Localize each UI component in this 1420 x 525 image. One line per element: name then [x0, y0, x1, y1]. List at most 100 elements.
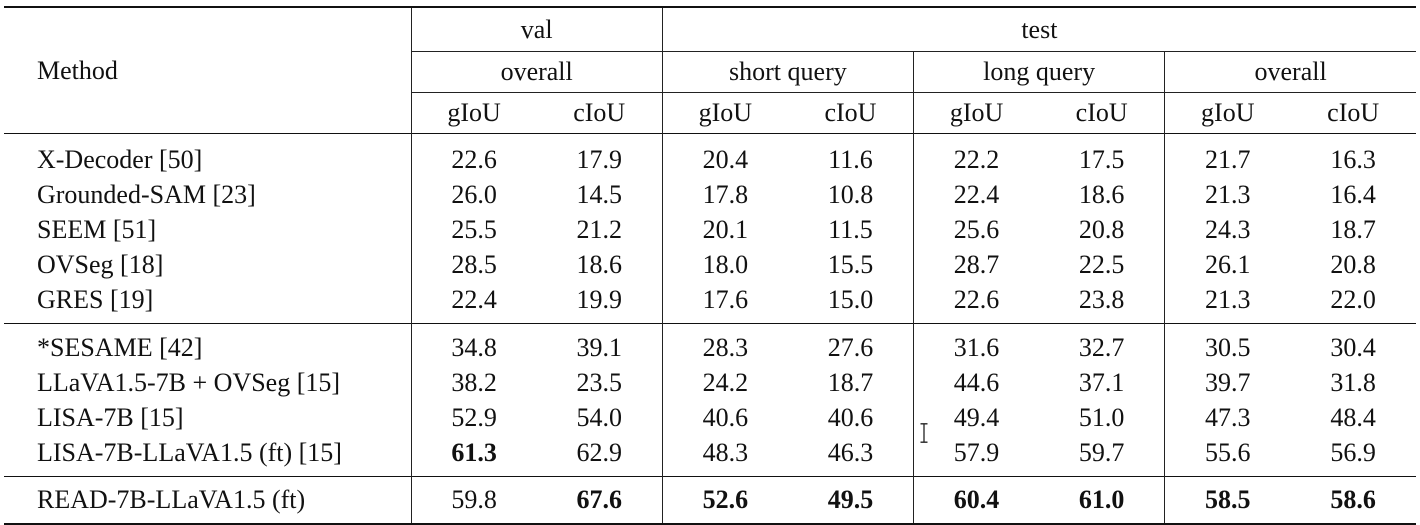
value-cell: 57.9: [913, 435, 1040, 477]
value-cell: 30.5: [1164, 323, 1291, 365]
value-cell: 17.9: [536, 133, 663, 177]
table-row: LISA-7B [15] 52.9 54.0 40.6 40.6 49.4 51.0 47.3…: [4, 400, 1416, 435]
value-cell: 20.1: [661, 212, 788, 247]
value-cell: 28.3: [661, 323, 788, 365]
value-cell: 19.9: [576, 284, 622, 314]
value-cell: 22.4: [913, 177, 1040, 212]
value-cell: 16.3: [1290, 133, 1416, 177]
value-cell: 26.1: [1164, 247, 1291, 282]
value-cell: 11.5: [828, 214, 873, 244]
value-cell: 17.8: [661, 177, 788, 212]
metric-header: gIoU: [1164, 92, 1291, 134]
value-cell: 21.3: [1164, 177, 1291, 212]
method-cell: X-Decoder [50]: [4, 133, 412, 177]
value-cell: 49.4: [913, 400, 1040, 435]
value-cell: 26.0: [410, 177, 537, 212]
value-cell: 28.5: [410, 247, 537, 282]
table-row: LISA-7B-LLaVA1.5 (ft) [15] 61.3 62.9 48.3 46…: [4, 435, 1416, 477]
value-cell: 21.7: [1164, 133, 1291, 177]
metric-header: cIoU: [573, 98, 626, 127]
value-cell: 18.7: [827, 367, 874, 397]
value-cell: 31.6: [913, 323, 1040, 365]
value-cell: 25.5: [410, 212, 537, 247]
value-cell: 17.5: [1039, 133, 1165, 177]
value-cell: 20.4: [661, 133, 788, 177]
value-cell: 20.8: [1330, 249, 1376, 279]
value-cell: 21.2: [576, 214, 622, 244]
metric-header: cIoU: [824, 98, 877, 127]
value-cell: 22.6: [913, 282, 1040, 324]
value-cell: 16.4: [1330, 179, 1376, 209]
metric-header: gIoU: [410, 92, 537, 134]
method-cell: LISA-7B-LLaVA1.5 (ft) [15]: [37, 437, 342, 467]
method-cell: OVSeg [18]: [37, 249, 164, 279]
value-cell: 10.8: [827, 179, 874, 209]
results-table: Method val test overall short query long…: [4, 6, 1416, 525]
metric-header: cIoU: [1075, 98, 1128, 127]
value-cell: 37.1: [1078, 367, 1125, 397]
table-row: Grounded-SAM [23] 26.0 14.5 17.8 10.8 22.4 18.…: [4, 177, 1416, 212]
value-cell: 24.2: [661, 365, 788, 400]
subgroup-header-test-overall: overall: [1164, 51, 1416, 93]
group-header-val: val: [410, 6, 663, 52]
method-cell: GRES [19]: [37, 284, 154, 314]
value-cell: 14.5: [576, 179, 622, 209]
value-cell: 30.4: [1290, 323, 1416, 365]
value-cell: 22.6: [410, 133, 537, 177]
value-cell: 59.7: [1078, 437, 1125, 467]
value-cell: 39.1: [536, 323, 663, 365]
value-cell: 24.3: [1164, 212, 1291, 247]
value-cell: 22.4: [410, 282, 537, 324]
table-header: Method val test overall short query long…: [4, 6, 1416, 134]
value-cell: 17.6: [661, 282, 788, 324]
value-cell: 39.7: [1164, 365, 1291, 400]
value-cell: 62.9: [576, 437, 622, 467]
value-cell: 61.3: [410, 435, 537, 477]
metric-header: gIoU: [913, 92, 1040, 134]
table-body: X-Decoder [50] 22.6 17.9 20.4 11.6 22.2 17.5 21…: [4, 133, 1416, 525]
metric-header: gIoU: [661, 92, 788, 134]
value-cell: 27.6: [787, 323, 914, 365]
table-row: X-Decoder [50] 22.6 17.9 20.4 11.6 22.2 17.5 21…: [4, 133, 1416, 177]
subgroup-header-val-overall: overall: [410, 51, 663, 93]
method-cell: LLaVA1.5-7B + OVSeg [15]: [37, 367, 341, 397]
value-cell: 47.3: [1164, 400, 1291, 435]
value-cell: 56.9: [1330, 437, 1376, 467]
method-cell: LISA-7B [15]: [37, 402, 184, 432]
value-cell: 51.0: [1078, 402, 1125, 432]
value-cell: 21.3: [1164, 282, 1291, 324]
value-cell: 54.0: [576, 402, 622, 432]
value-cell: 18.0: [661, 247, 788, 282]
value-cell: 32.7: [1039, 323, 1165, 365]
value-cell: 22.0: [1330, 284, 1376, 314]
value-cell: 28.7: [913, 247, 1040, 282]
metric-header: cIoU: [1327, 98, 1380, 127]
subgroup-header-short-query: short query: [661, 51, 914, 93]
value-cell: 40.6: [827, 402, 874, 432]
value-cell: 15.5: [827, 249, 874, 279]
value-cell: 46.3: [827, 437, 874, 467]
value-cell: 34.8: [410, 323, 537, 365]
value-cell: 18.6: [576, 249, 622, 279]
method-cell: *SESAME [42]: [4, 323, 412, 365]
table-row: *SESAME [42] 34.8 39.1 28.3 27.6 31.6 32.7 30.5…: [4, 323, 1416, 365]
text-cursor-icon: [920, 423, 928, 443]
table-row: GRES [19] 22.4 19.9 17.6 15.0 22.6 23.8 21.3 22.…: [4, 282, 1416, 324]
value-cell: 25.6: [913, 212, 1040, 247]
value-cell: 38.2: [410, 365, 537, 400]
value-cell: 48.3: [661, 435, 788, 477]
table-row: LLaVA1.5-7B + OVSeg [15] 38.2 23.5 24.2 18.7…: [4, 365, 1416, 400]
value-cell: 40.6: [661, 400, 788, 435]
value-cell: 11.6: [787, 133, 914, 177]
value-cell: 23.8: [1078, 284, 1125, 314]
value-cell: 48.4: [1330, 402, 1376, 432]
method-cell: Grounded-SAM [23]: [37, 179, 256, 209]
value-cell: 18.6: [1078, 179, 1125, 209]
group-header-test: test: [661, 6, 1416, 52]
table-row: OVSeg [18] 28.5 18.6 18.0 15.5 28.7 22.5 26.1 20…: [4, 247, 1416, 282]
value-cell: 52.9: [410, 400, 537, 435]
method-header: Method: [4, 6, 412, 134]
results-table-container: Method val test overall short query long…: [4, 6, 1416, 525]
value-cell: 18.7: [1330, 214, 1376, 244]
value-cell: 15.0: [827, 284, 874, 314]
